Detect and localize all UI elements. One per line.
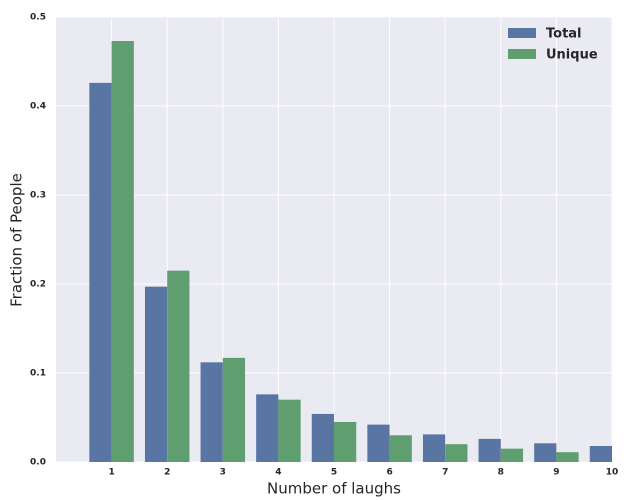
bar [334,421,357,462]
bar [556,452,579,462]
bar [534,443,557,462]
grid [56,16,613,463]
x-tick-label: 3 [220,468,226,478]
y-tick-label: 0.3 [30,191,46,201]
x-tick-label: 5 [331,468,337,478]
bar [367,424,390,462]
bar [500,448,524,462]
bar [389,435,412,462]
legend-label: Total [546,27,582,42]
y-tick-label: 0.0 [30,458,46,468]
x-tick-label: 8 [498,468,504,478]
bar [422,434,446,462]
bar [445,444,468,462]
x-tick-label: 2 [164,468,170,478]
x-tick-label: 6 [386,468,392,478]
bar [222,357,246,462]
x-tick-label: 4 [275,468,281,478]
x-axis-label: Number of laughs [267,480,401,498]
y-tick-label: 0.1 [30,369,46,379]
bar [200,362,223,462]
y-tick-label: 0.2 [30,280,46,290]
bar [111,41,134,462]
bar [167,270,190,462]
x-tick-label: 7 [442,468,448,478]
y-tick-label: 0.4 [30,102,46,112]
bar [589,445,612,462]
bar [278,399,301,462]
x-tick-label: 10 [606,468,619,478]
bar [144,286,168,462]
bar [478,438,501,462]
bar [256,394,279,462]
y-axis-label: Fraction of People [8,173,26,307]
bar [311,413,334,462]
legend-label: Unique [546,48,598,63]
y-tick-label: 0.5 [30,13,46,23]
x-tick-label: 9 [553,468,559,478]
bar [89,82,112,462]
x-tick-label: 1 [108,468,114,478]
bars [89,41,612,462]
legend-swatch [508,49,536,59]
labels: 0.0 0.1 0.2 0.3 0.4 0.5 1 2 3 4 5 6 7 8 9 10 Total Unique [30,13,618,478]
legend-swatch [508,28,536,38]
